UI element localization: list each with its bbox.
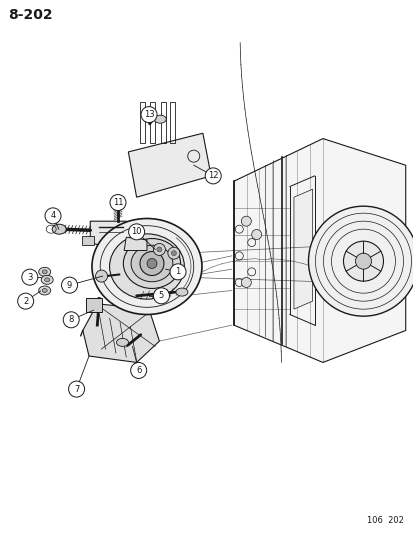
Circle shape (241, 278, 251, 287)
Circle shape (171, 251, 176, 256)
Circle shape (18, 293, 33, 309)
Polygon shape (128, 133, 211, 197)
Circle shape (308, 206, 413, 316)
Text: 8: 8 (69, 316, 74, 324)
Ellipse shape (176, 288, 188, 296)
Circle shape (157, 247, 161, 252)
Circle shape (170, 264, 185, 280)
Bar (82, 236, 94, 245)
Polygon shape (293, 189, 312, 309)
Polygon shape (90, 221, 130, 251)
Circle shape (95, 270, 107, 282)
Text: 9: 9 (67, 281, 72, 289)
Text: 6: 6 (136, 366, 141, 375)
Circle shape (140, 252, 164, 276)
Circle shape (141, 107, 157, 123)
Circle shape (147, 259, 157, 269)
Circle shape (251, 230, 261, 239)
Circle shape (153, 288, 169, 304)
Text: 3: 3 (27, 273, 32, 281)
Circle shape (63, 312, 79, 328)
Ellipse shape (131, 245, 173, 282)
Ellipse shape (39, 286, 50, 295)
Bar (150, 102, 155, 143)
Ellipse shape (42, 288, 47, 293)
Circle shape (153, 244, 165, 255)
Bar (160, 102, 165, 143)
Ellipse shape (52, 224, 66, 234)
Circle shape (131, 362, 146, 378)
Ellipse shape (45, 278, 50, 282)
Text: 1: 1 (175, 268, 180, 276)
Text: 10: 10 (131, 228, 142, 236)
Ellipse shape (92, 219, 202, 314)
Ellipse shape (154, 115, 166, 123)
Circle shape (45, 208, 61, 224)
Text: 11: 11 (112, 198, 123, 207)
Ellipse shape (109, 234, 184, 299)
Bar (170, 102, 175, 143)
Ellipse shape (41, 276, 53, 284)
Polygon shape (83, 304, 159, 362)
Circle shape (110, 195, 126, 211)
Circle shape (69, 381, 84, 397)
Text: 4: 4 (50, 212, 55, 220)
Text: 13: 13 (143, 110, 154, 119)
Circle shape (62, 277, 77, 293)
Text: 2: 2 (23, 297, 28, 305)
Bar (86, 298, 102, 312)
Text: 106  202: 106 202 (366, 516, 403, 525)
Circle shape (241, 216, 251, 226)
Text: 12: 12 (207, 172, 218, 180)
Polygon shape (124, 237, 147, 251)
Circle shape (343, 241, 382, 281)
Circle shape (128, 224, 144, 240)
Circle shape (22, 269, 38, 285)
Ellipse shape (39, 268, 50, 276)
Circle shape (355, 253, 370, 269)
Ellipse shape (123, 239, 180, 288)
Bar (140, 102, 145, 143)
Circle shape (205, 168, 221, 184)
Polygon shape (233, 139, 405, 362)
Text: 5: 5 (159, 292, 164, 300)
Text: 8-202: 8-202 (8, 8, 52, 22)
Text: 7: 7 (74, 385, 79, 393)
Ellipse shape (42, 270, 47, 274)
Ellipse shape (116, 338, 128, 346)
Circle shape (168, 247, 179, 259)
